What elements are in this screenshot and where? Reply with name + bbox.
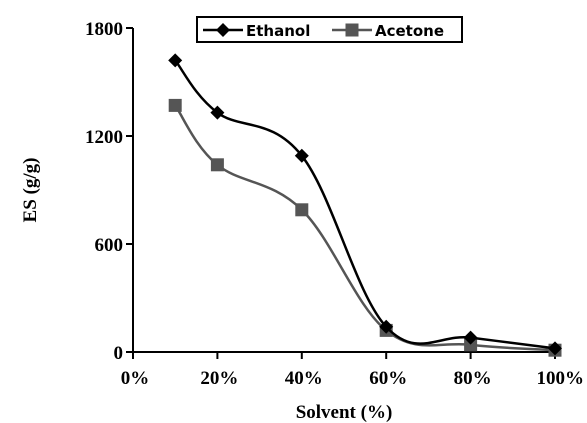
ethanol-point	[379, 319, 394, 334]
ethanol-point	[548, 341, 562, 356]
legend-ethanol-marker	[216, 23, 230, 37]
y-axis-title: ES (g/g)	[20, 158, 41, 223]
x-tick-label: 80%	[454, 368, 492, 389]
acetone-point	[464, 338, 478, 352]
ethanol-point	[168, 53, 183, 68]
series-layer	[168, 53, 562, 357]
legend: Ethanol Acetone	[196, 16, 463, 43]
y-tick-label: 1800	[85, 19, 123, 40]
x-tick-label: 60%	[369, 368, 407, 389]
acetone-point	[168, 98, 182, 112]
y-ticks: 0 600 1200 1800	[85, 19, 133, 364]
ethanol-point	[210, 105, 225, 120]
chart-axes	[132, 28, 555, 353]
legend-ethanol-label: Ethanol	[246, 22, 310, 40]
x-tick-label: 100%	[537, 368, 585, 389]
acetone-line	[174, 104, 556, 352]
x-tick-label: 40%	[285, 368, 323, 389]
x-ticks: 0% 20% 40% 60% 80% 100%	[121, 352, 584, 389]
series-acetone	[168, 98, 562, 357]
y-tick-label: 0	[114, 343, 124, 364]
legend-acetone-marker	[345, 23, 359, 37]
y-tick-label: 1200	[85, 127, 123, 148]
ethanol-point	[463, 330, 478, 345]
y-tick-label: 600	[95, 235, 124, 256]
legend-acetone-label: Acetone	[375, 22, 444, 40]
ethanol-point	[294, 148, 309, 163]
series-ethanol	[168, 53, 562, 356]
acetone-point	[295, 203, 309, 217]
x-axis-title: Solvent (%)	[296, 402, 393, 423]
x-tick-label: 0%	[121, 368, 150, 389]
acetone-point	[210, 158, 224, 172]
x-tick-label: 20%	[200, 368, 238, 389]
